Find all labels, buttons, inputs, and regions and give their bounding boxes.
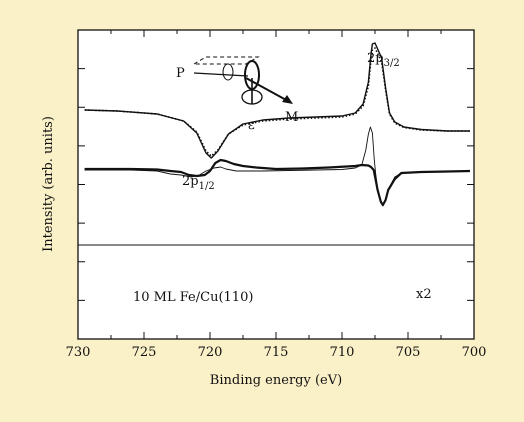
series-line-2 (84, 47, 470, 157)
x-tick-label-700: 700 (462, 345, 487, 360)
series-line-4 (84, 158, 471, 207)
x-tick-label-710: 710 (330, 345, 355, 360)
x-axis-label: Binding energy (eV) (210, 373, 342, 388)
peak-label-2p32-sub: 3/2 (384, 58, 400, 69)
y-axis-label: Intensity (arb. units) (41, 116, 56, 252)
plot-area (78, 30, 474, 339)
inset-arrow-m (245, 77, 289, 102)
x-tick-label-715: 715 (264, 345, 289, 360)
inset-arrow-p (193, 72, 249, 77)
inset-plane (192, 56, 260, 65)
series-layer (84, 42, 471, 207)
x-tick-label-725: 725 (132, 345, 157, 360)
inset-arrowhead (282, 95, 293, 104)
geometry-label-epsilon: ε (248, 118, 255, 133)
sample-label: 10 ML Fe/Cu(110) (133, 290, 253, 305)
ticks-layer: 730 725 720 715 710 705 700 (66, 30, 487, 360)
geometry-label-m: M (285, 110, 298, 125)
x-tick-label-705: 705 (396, 345, 421, 360)
geometry-label-p: P (176, 66, 185, 81)
peak-label-2p32-base: 2p (367, 51, 384, 66)
series-line-1 (84, 42, 470, 159)
peak-label-2p12-sub: 1/2 (199, 181, 215, 192)
peak-label-2p12-base: 2p (182, 174, 199, 189)
geometry-inset (192, 56, 293, 105)
x-tick-label-720: 720 (198, 345, 223, 360)
peak-label-2p12: 2p1/2 (182, 174, 215, 192)
peak-label-2p32: 2p3/2 (367, 51, 400, 69)
x-tick-label-730: 730 (66, 345, 91, 360)
factor-label: x2 (416, 287, 432, 302)
inset-light (222, 63, 234, 81)
